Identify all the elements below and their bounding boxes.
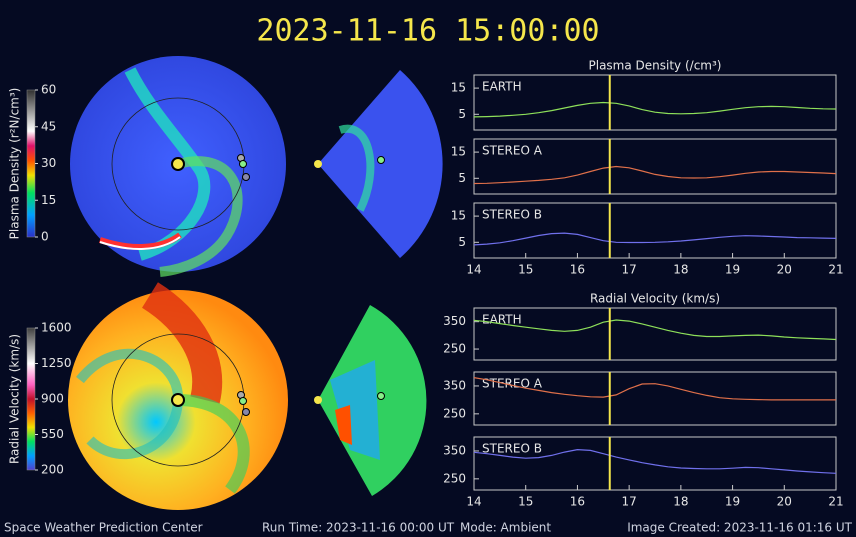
- colorbar-tick-label: 45: [41, 119, 56, 133]
- colorbar-tick-label: 30: [41, 156, 56, 170]
- x-tick-label: 14: [466, 495, 481, 509]
- footer-created: Image Created: 2023-11-16 01:16 UT: [627, 521, 852, 535]
- colorbar: [26, 89, 36, 238]
- colorbar-tick-label: 1600: [41, 321, 72, 335]
- series-line: [473, 165, 837, 185]
- colorbar: [26, 327, 36, 471]
- y-tick-label: 250: [443, 471, 466, 485]
- panel-group-title: Radial Velocity (km/s): [590, 292, 720, 306]
- velocity-model: [68, 282, 427, 510]
- density-model: [70, 56, 443, 277]
- colorbar-tick-label: 0: [41, 230, 49, 244]
- x-tick-label: 19: [725, 495, 740, 509]
- colorbar-label: Plasma Density (r²N/cm³): [8, 88, 22, 240]
- y-tick-label: 250: [443, 342, 466, 356]
- x-tick-label: 20: [777, 263, 792, 277]
- series-line: [473, 232, 837, 246]
- series-label: EARTH: [482, 80, 522, 94]
- series-label: STEREO A: [482, 144, 543, 158]
- colorbar-tick-label: 200: [41, 463, 64, 477]
- series-line: [473, 448, 837, 474]
- x-tick-label: 17: [622, 263, 637, 277]
- y-tick-label: 350: [443, 314, 466, 328]
- panel-frame: [473, 202, 837, 259]
- y-tick-label: 15: [451, 81, 466, 95]
- panel-frame: [473, 371, 837, 426]
- x-tick-label: 15: [518, 495, 533, 509]
- x-tick-label: 17: [622, 495, 637, 509]
- x-tick-label: 18: [673, 263, 688, 277]
- x-tick-label: 18: [673, 495, 688, 509]
- y-tick-label: 5: [458, 235, 466, 249]
- footer-mode: Mode: Ambient: [460, 521, 551, 535]
- y-tick-label: 15: [451, 145, 466, 159]
- title: 2023-11-16 15:00:00: [256, 14, 599, 49]
- x-tick-label: 19: [725, 263, 740, 277]
- colorbar-tick-label: 550: [41, 427, 64, 441]
- series-label: STEREO A: [482, 377, 543, 391]
- y-tick-label: 250: [443, 406, 466, 420]
- panel-frame: [473, 138, 837, 195]
- panel-group-title: Plasma Density (/cm³): [589, 59, 722, 73]
- colorbar-tick-label: 1250: [41, 356, 72, 370]
- x-tick-label: 14: [466, 263, 481, 277]
- x-tick-label: 21: [828, 263, 843, 277]
- x-tick-label: 16: [570, 495, 585, 509]
- colorbar-tick-label: 900: [41, 392, 64, 406]
- series-label: STEREO B: [482, 208, 542, 222]
- footer-run-time: Run Time: 2023-11-16 00:00 UT: [262, 521, 455, 535]
- colorbar-tick-label: 15: [41, 193, 56, 207]
- series-label: STEREO B: [482, 442, 542, 456]
- colorbar-tick-label: 60: [41, 83, 56, 97]
- y-tick-label: 15: [451, 209, 466, 223]
- x-tick-label: 16: [570, 263, 585, 277]
- series-line: [473, 101, 837, 118]
- panel-frame: [473, 74, 837, 131]
- series-line: [473, 377, 836, 401]
- colorbar-label: Radial Velocity (km/s): [8, 334, 22, 464]
- x-tick-label: 20: [777, 495, 792, 509]
- footer-left: Space Weather Prediction Center: [4, 521, 203, 535]
- series-line: [473, 319, 837, 341]
- panel-frame: [473, 436, 837, 491]
- y-tick-label: 350: [443, 443, 466, 457]
- panel-frame: [473, 307, 837, 361]
- x-tick-label: 15: [518, 263, 533, 277]
- y-tick-label: 5: [458, 107, 466, 121]
- x-tick-label: 21: [828, 495, 843, 509]
- y-tick-label: 350: [443, 378, 466, 392]
- y-tick-label: 5: [458, 171, 466, 185]
